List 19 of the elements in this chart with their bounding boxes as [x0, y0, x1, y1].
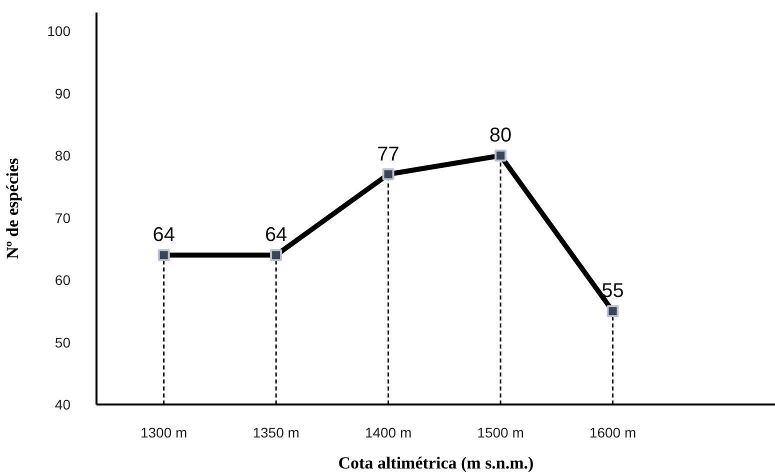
y-tick-label: 70 [54, 210, 71, 226]
y-tick-label: 60 [54, 272, 71, 288]
x-tick-label: 1400 m [364, 424, 412, 440]
data-label: 64 [152, 224, 175, 246]
y-tick-label: 80 [54, 148, 71, 164]
y-tick-label: 40 [54, 396, 71, 412]
data-label: 77 [377, 143, 400, 166]
y-tick-label: 100 [47, 23, 71, 40]
y-tick-label: 50 [54, 334, 71, 350]
x-tick-label: 1300 m [140, 424, 188, 440]
x-tick-label: 1500 m [477, 424, 524, 440]
x-tick-label: 1600 m [589, 424, 636, 440]
data-label: 80 [489, 124, 512, 147]
y-tick-label: 90 [54, 85, 71, 102]
x-tick-label: 1350 m [252, 424, 300, 440]
x-axis-title: Cota altimétrica (m s.n.m.) [338, 454, 534, 472]
data-label: 55 [602, 280, 624, 302]
y-axis-title: Nº de espécies [3, 158, 22, 259]
data-label: 64 [264, 224, 288, 246]
